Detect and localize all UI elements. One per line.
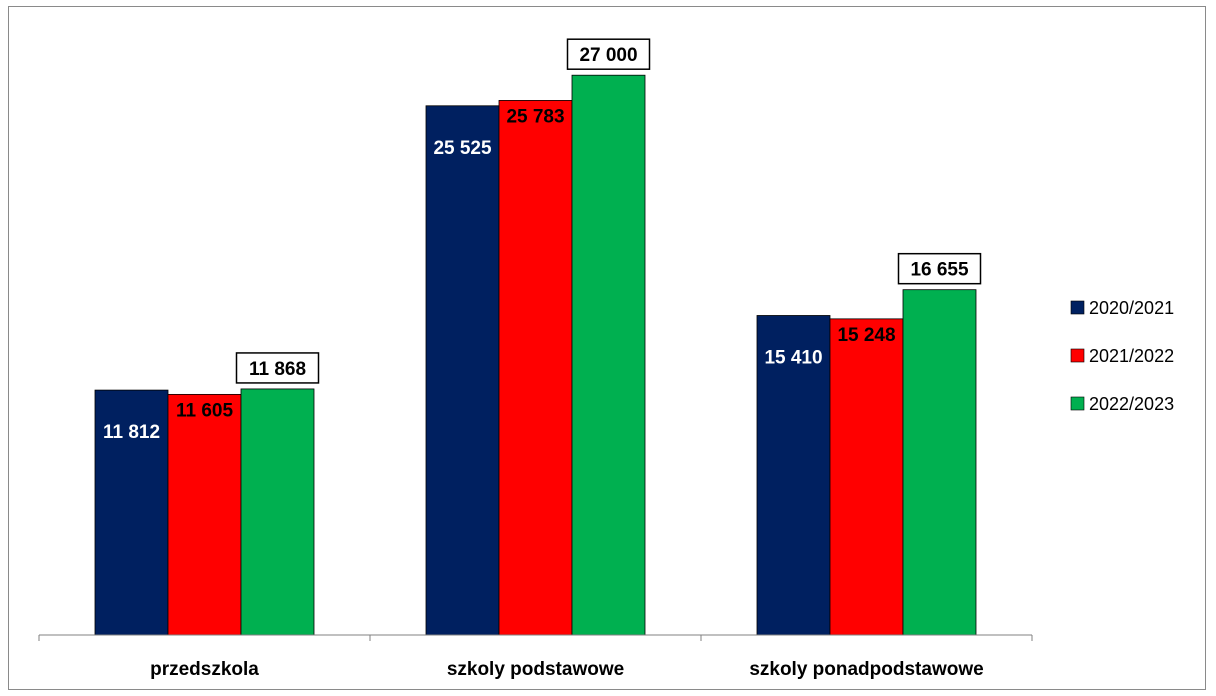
bar [756,315,831,636]
data-label: 25 525 [433,138,492,159]
data-label: 11 812 [103,422,160,443]
data-label: 15 410 [764,347,822,368]
data-label-box [235,352,320,384]
x-tick-label: szkoly ponadpodstawowe [749,659,983,680]
data-label: 16 655 [910,260,969,281]
data-label: 15 248 [837,325,895,346]
bars-layer [94,74,977,636]
legend-swatch [1070,396,1085,411]
x-tick-label: szkoly podstawowe [447,659,624,680]
legend-label: 2022/2023 [1089,394,1174,414]
legend-label: 2020/2021 [1089,298,1174,318]
legend-label: 2021/2022 [1089,346,1174,366]
legend-swatch [1070,348,1085,363]
legend: 2020/2021 2021/2022 2022/2023 [1070,298,1174,414]
value-labels-layer: 11 812 11 605 11 868 25 525 25 783 27 000 15 4… [103,38,982,443]
bar-chart: przedszkola szkoly podstawowe szkoly ponad… [38,38,1174,680]
bar [571,74,646,636]
legend-swatch [1070,300,1085,315]
data-label-box [897,252,982,285]
bar [167,393,242,636]
data-label-box [566,38,651,70]
bar [94,389,169,636]
data-label: 11 868 [249,359,306,380]
bar [498,100,573,636]
data-label: 25 783 [506,106,564,127]
bar [240,388,315,636]
data-label: 27 000 [579,45,637,66]
bar [425,105,500,636]
bar [829,318,904,636]
x-axis: przedszkola szkoly podstawowe szkoly ponad… [38,634,1033,680]
chart-frame: przedszkola szkoly podstawowe szkoly ponad… [8,6,1206,690]
data-label: 11 605 [176,400,233,421]
x-tick-label: przedszkola [150,659,259,680]
bar [902,289,977,636]
